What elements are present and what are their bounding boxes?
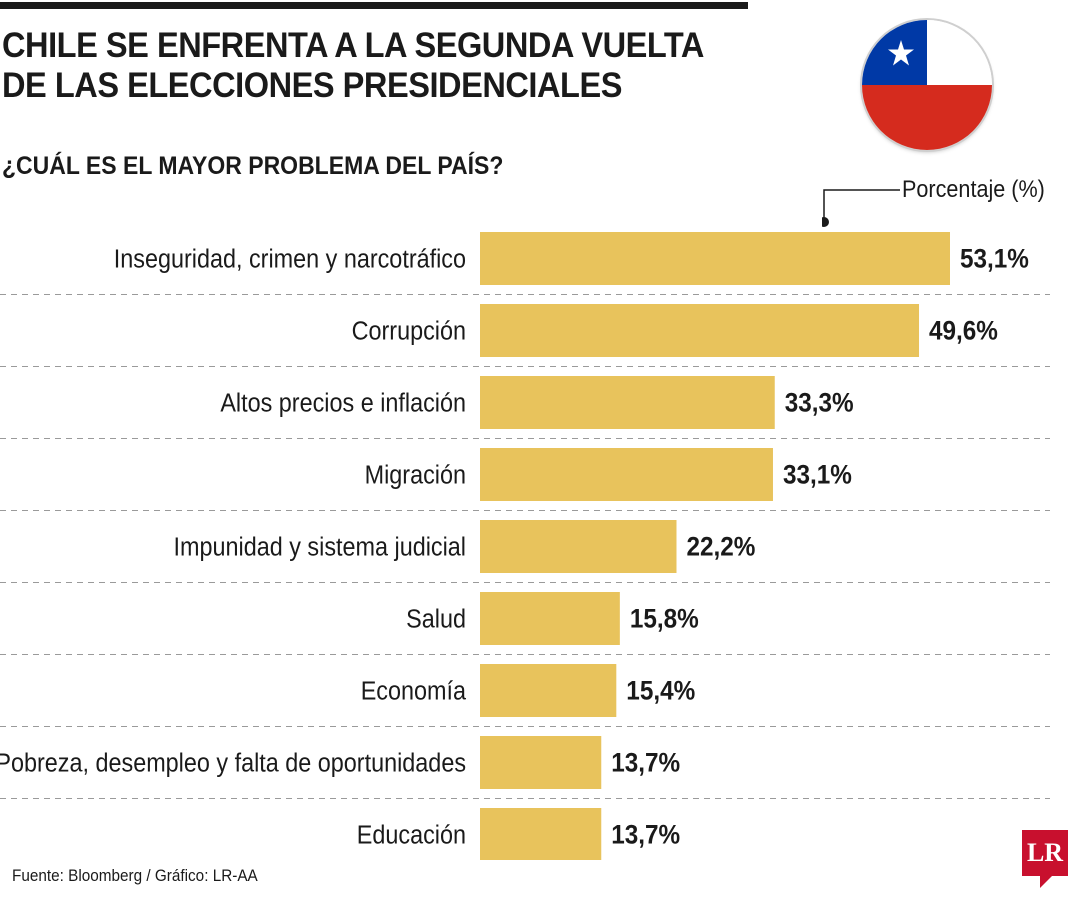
category-label: Inseguridad, crimen y narcotráfico [114,245,466,273]
bar [480,232,950,285]
value-label: 15,8% [630,604,699,633]
bar [480,304,920,357]
value-label: 33,1% [783,460,852,489]
value-label: 13,7% [611,820,680,849]
lr-logo: LR [1022,830,1068,876]
bar [480,448,773,501]
source-note: Fuente: Bloomberg / Gráfico: LR-AA [12,866,258,885]
lr-logo-tail-icon [1040,876,1052,888]
category-label: Impunidad y sistema judicial [174,533,466,561]
bar [480,736,602,789]
chart-subtitle: ¿CUÁL ES EL MAYOR PROBLEMA DEL PAÍS? [2,152,504,180]
unit-leader-line [822,189,900,227]
category-label: Educación [357,821,466,849]
value-label: 22,2% [686,532,755,561]
chart-title: CHILE SE ENFRENTA A LA SEGUNDA VUELTA DE… [2,26,704,105]
bar [480,376,775,429]
bar [480,664,617,717]
unit-label: Porcentaje (%) [902,176,1045,203]
category-label: Altos precios e inflación [220,389,466,417]
bar-chart: Inseguridad, crimen y narcotráfico 53,1% C… [0,232,1050,860]
top-rule [0,2,748,9]
category-label: Migración [365,461,466,489]
value-label: 13,7% [611,748,680,777]
value-label: 15,4% [626,676,695,705]
value-label: 53,1% [960,244,1029,273]
bar [480,808,602,860]
chile-flag-icon [862,20,992,150]
bar [480,520,677,573]
value-label: 49,6% [929,316,998,345]
category-label: Corrupción [352,317,466,345]
bar [480,592,620,645]
category-label: Salud [406,605,466,633]
category-label: Pobreza, desempleo y falta de oportunida… [0,749,466,777]
category-label: Economía [361,677,467,705]
value-label: 33,3% [785,388,854,417]
